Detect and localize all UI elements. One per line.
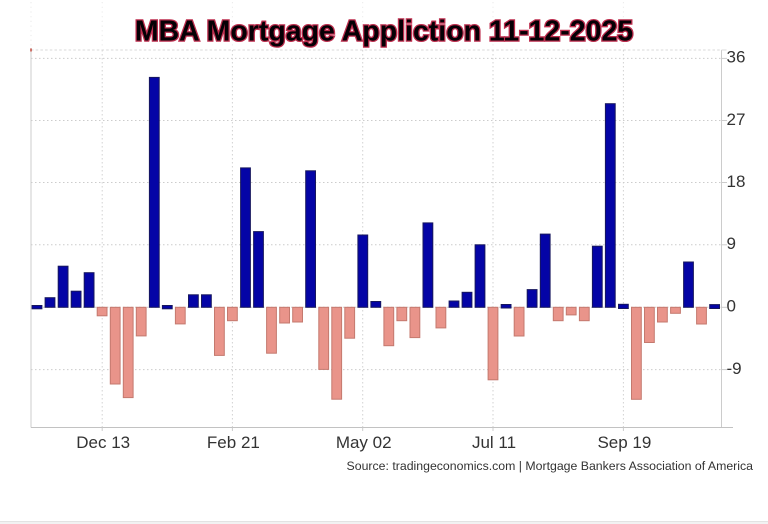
svg-text:9: 9 [727, 234, 736, 253]
svg-text:0: 0 [727, 297, 736, 316]
svg-text:Dec 13: Dec 13 [76, 433, 130, 452]
svg-text:Feb 21: Feb 21 [207, 433, 260, 452]
svg-text:27: 27 [727, 110, 746, 129]
svg-text:Sep 19: Sep 19 [597, 433, 651, 452]
svg-text:May 02: May 02 [336, 433, 392, 452]
svg-text:-9: -9 [727, 359, 742, 378]
svg-text:18: 18 [727, 172, 746, 191]
svg-text:MBA Mortgage Appliction 11-12-: MBA Mortgage Appliction 11-12-2025 [135, 15, 633, 47]
svg-text:Jul 11: Jul 11 [472, 433, 516, 452]
svg-text:36: 36 [727, 48, 746, 67]
svg-text:Source: tradingeconomics.com |: Source: tradingeconomics.com | Mortgage … [347, 459, 754, 473]
